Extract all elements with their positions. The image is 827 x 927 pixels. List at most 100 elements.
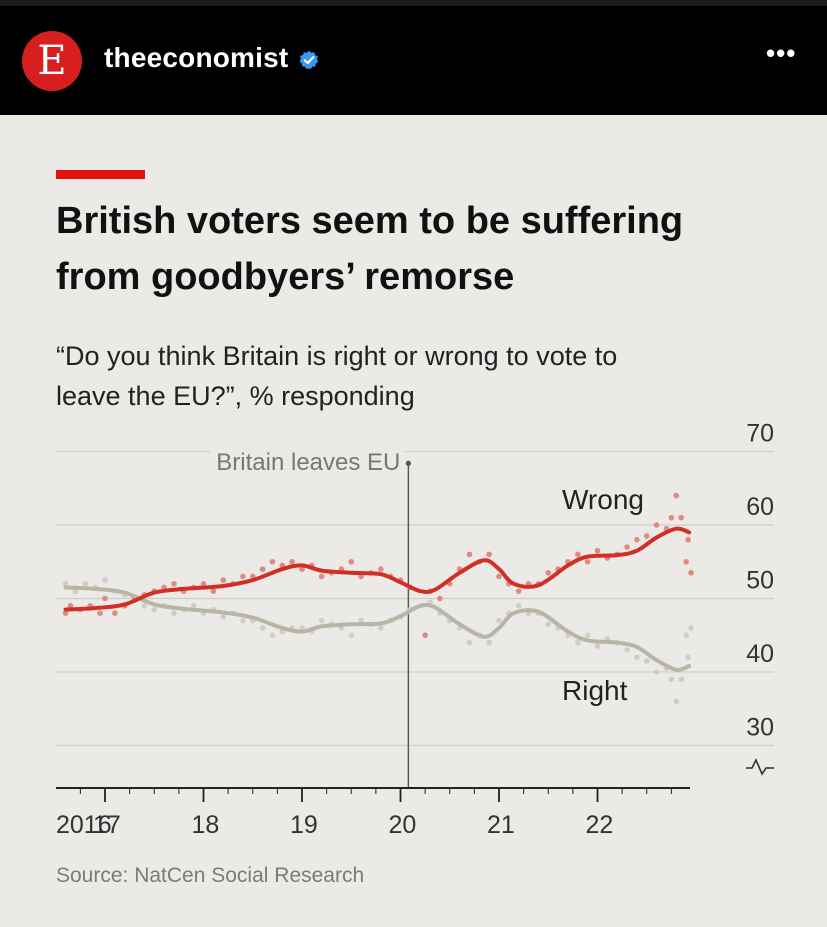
y-tick-label: 40 [746, 640, 774, 668]
wrong-poll-point [269, 558, 276, 565]
wrong-poll-point [240, 573, 246, 580]
right-poll-point [624, 647, 630, 653]
right-poll-point [190, 603, 197, 609]
right-poll-point [269, 632, 276, 639]
right-poll-point [594, 643, 601, 650]
economist-red-rule [56, 170, 145, 179]
x-tick-label: 17 [93, 811, 121, 839]
labels: Wrong Right [562, 484, 644, 706]
source-note: Source: NatCen Social Research [56, 864, 365, 887]
wrong-poll-point [678, 514, 685, 521]
wrong-poll-point [673, 492, 680, 499]
wrong-poll-point [496, 573, 502, 580]
right-poll-point [151, 606, 158, 613]
right-poll-point [545, 621, 552, 628]
wrong-poll-point [259, 566, 266, 572]
wrong-poll-point [643, 533, 650, 539]
status-strip [0, 0, 827, 6]
right-poll-point [240, 617, 246, 624]
wrong-poll-point [171, 581, 177, 587]
right-poll-point [643, 658, 650, 664]
right-poll-point [668, 676, 675, 683]
right-poll-point [683, 632, 689, 639]
right-poll-point [62, 581, 69, 587]
y-tick-label: 70 [746, 420, 774, 448]
right-poll-point [141, 603, 148, 609]
annotation-label: Britain leaves EU [216, 449, 400, 476]
wrong-poll-point [102, 595, 108, 602]
wrong-poll-point [220, 577, 226, 583]
right-series-label: Right [562, 675, 628, 706]
right-poll-point [634, 654, 640, 661]
right-trend-line [63, 585, 692, 672]
wrong-poll-point [422, 632, 428, 639]
right-poll-point [378, 625, 384, 631]
chart-title: British voters seem to be suffering from… [56, 200, 684, 298]
more-options-button[interactable]: ••• [766, 38, 797, 68]
right-poll-point [685, 654, 691, 661]
right-poll-point [584, 632, 591, 639]
wrong-poll-point [688, 569, 694, 576]
wrong-poll-point [575, 551, 581, 558]
y-tick-label: 30 [746, 714, 774, 742]
wrong-trend-line [63, 526, 692, 612]
chart-card [0, 115, 827, 927]
wrong-poll-point [318, 573, 325, 580]
x-tick-label: 20 [389, 811, 417, 839]
wrong-series-label: Wrong [562, 484, 644, 515]
axis-break-icon [746, 758, 774, 776]
right-poll-point [220, 614, 226, 620]
wrong-poll-point [668, 514, 675, 521]
wrong-poll-point [683, 558, 689, 565]
x-tick-label: 22 [586, 811, 614, 839]
right-poll-point [318, 617, 325, 624]
wrong-poll-point [97, 610, 103, 616]
wrong-poll-point [200, 581, 207, 587]
right-poll-point [358, 617, 364, 624]
right-poll-point [259, 625, 266, 631]
wrong-poll-point [437, 595, 443, 602]
chart-subtitle: “Do you think Britain is right or wrong … [56, 341, 618, 411]
wrong-poll-point [594, 547, 601, 554]
wrong-poll-point [624, 544, 630, 550]
wrong-poll-point [466, 551, 473, 558]
annotation-label-background [210, 446, 405, 457]
trend-lines [63, 526, 692, 672]
right-poll-point [575, 639, 581, 646]
y-tick-label: 60 [746, 493, 774, 521]
wrong-poll-point [515, 588, 522, 594]
right-poll-point [171, 610, 177, 616]
right-poll-point [486, 639, 492, 646]
wrong-poll-point [299, 566, 305, 572]
right-poll-point [102, 577, 108, 583]
x-tick-label: 18 [192, 811, 220, 839]
x-tick-label: 21 [487, 811, 515, 839]
right-poll-point [653, 669, 660, 675]
wrong-poll-point [545, 569, 552, 576]
wrong-poll-point [112, 610, 118, 616]
gridlines: 30 40 50 60 70 [56, 420, 774, 776]
wrong-poll-point [62, 610, 69, 616]
post-header: E theeconomist ••• [0, 0, 827, 115]
wrong-poll-point [378, 566, 384, 572]
right-poll-point [82, 581, 89, 587]
right-poll-point [348, 632, 355, 639]
right-poll-point [673, 698, 680, 705]
wrong-poll-point [584, 558, 591, 565]
wrong-poll-point [67, 603, 74, 609]
annotation-group: Britain leaves EU [210, 446, 411, 788]
wrong-poll-point [348, 558, 355, 565]
wrong-poll-point [486, 551, 492, 558]
right-poll-point [299, 625, 305, 631]
username[interactable]: theeconomist [104, 42, 289, 73]
wrong-poll-point [634, 536, 640, 543]
avatar[interactable]: E [22, 31, 82, 91]
y-tick-label: 50 [746, 567, 774, 595]
wrong-poll-point [289, 558, 295, 565]
wrong-poll-point [210, 588, 217, 594]
wrong-poll-point [685, 536, 691, 543]
right-poll-point [678, 676, 685, 683]
right-poll-point [496, 617, 502, 624]
